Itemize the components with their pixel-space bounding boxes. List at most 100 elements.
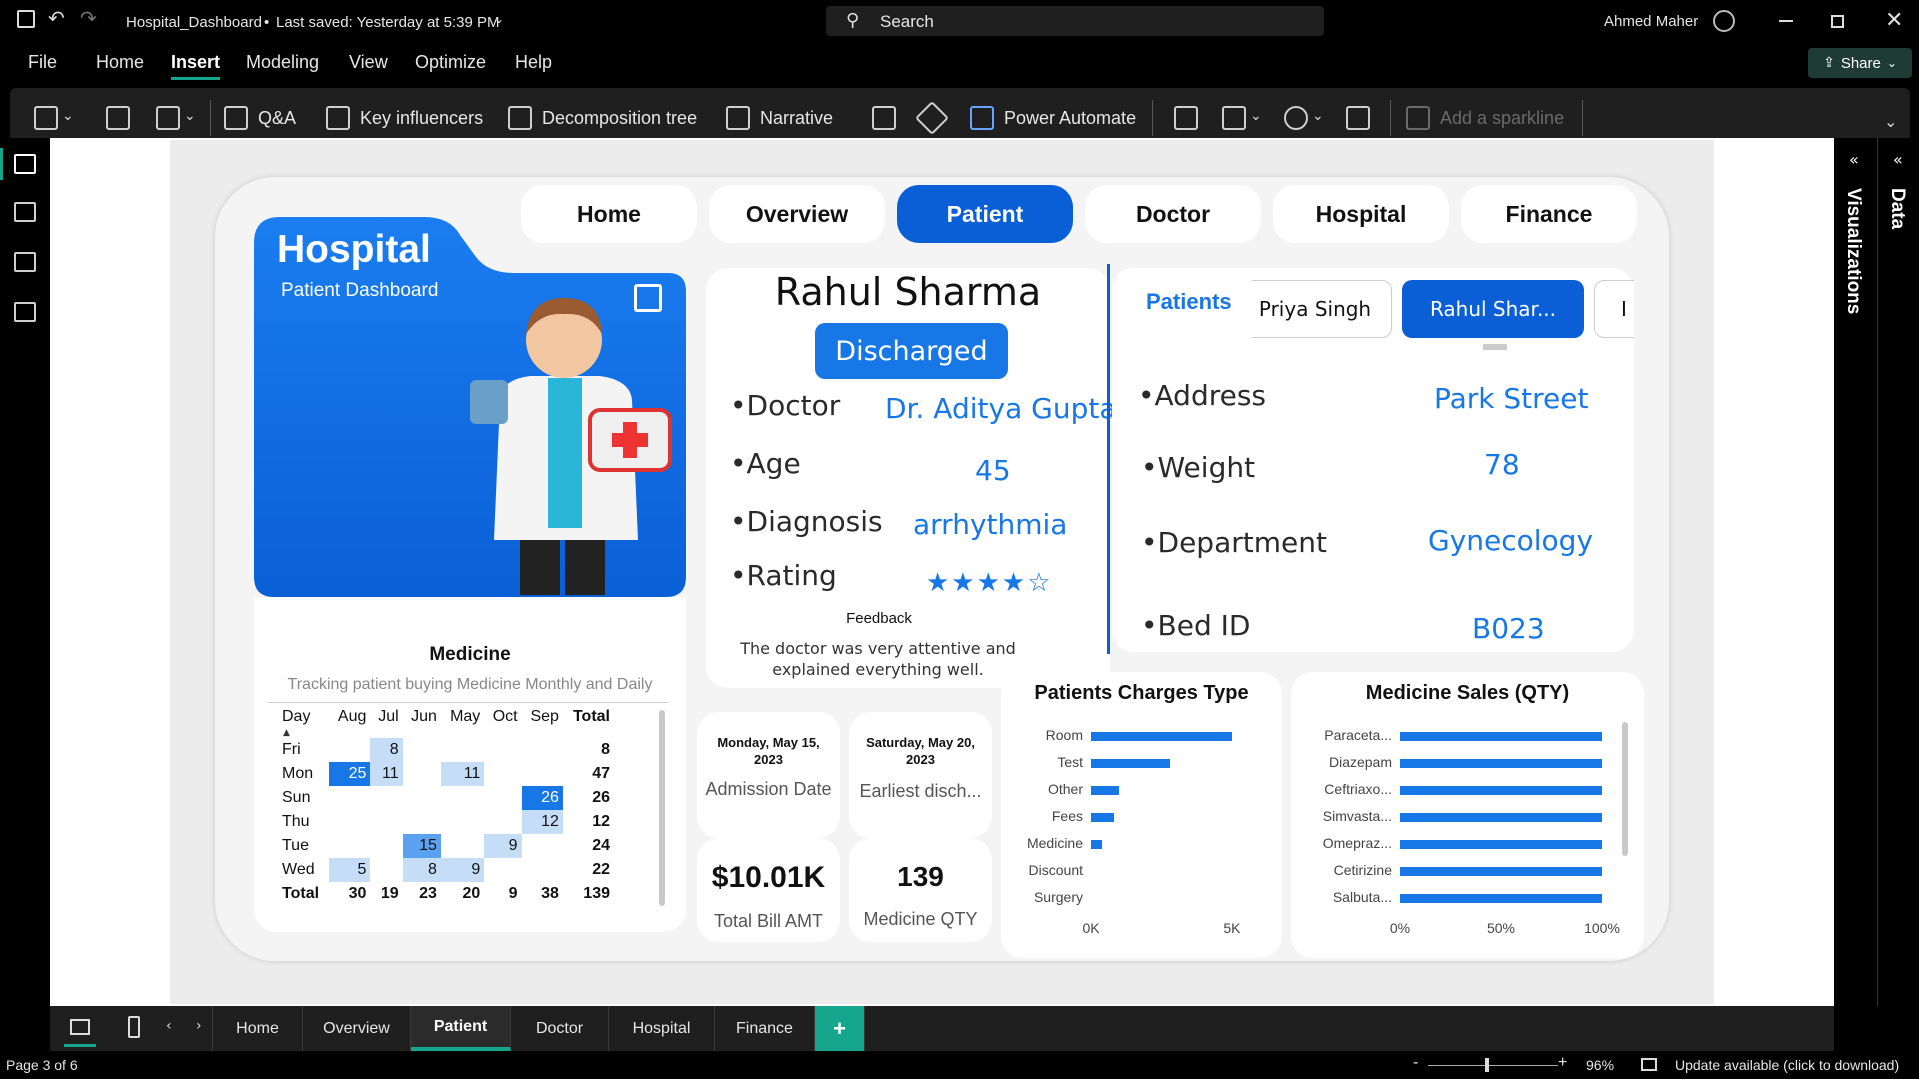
table-row[interactable]: Tue 15 9 24 [278,834,614,858]
tab-patient[interactable]: Patient [411,1006,511,1051]
matrix-scrollbar[interactable] [659,710,665,906]
text-box-icon[interactable] [1174,106,1198,130]
dax-query-icon[interactable] [14,302,36,322]
mobile-layout-icon[interactable] [128,1016,140,1038]
bar[interactable] [1091,759,1170,768]
saved-status[interactable]: Last saved: Yesterday at 5:39 PM [276,14,500,31]
menu-file[interactable]: File [28,52,58,72]
chevron-down-icon[interactable]: ⌄ [494,12,505,26]
tab-doctor[interactable]: Doctor [511,1006,609,1051]
nav-hospital-button[interactable]: Hospital [1273,185,1449,243]
edit-icon[interactable] [634,284,662,312]
medicine-matrix[interactable]: Day Aug Jul Jun May Oct Sep Total Fri 8 8 Mon 25 11 1… [278,708,614,906]
share-button[interactable]: ⇪ Share ⌄ [1808,48,1912,78]
slicer-item-next[interactable]: I [1594,280,1634,338]
decomposition-tree-button[interactable]: Decomposition tree [508,106,697,130]
table-row[interactable]: Thu 12 12 [278,810,614,834]
image-icon[interactable] [1346,106,1370,130]
add-sparkline-button[interactable]: Add a sparkline [1406,106,1564,130]
collapse-visualizations-icon[interactable]: « [1849,150,1859,169]
matrix-header-sep[interactable]: Sep [530,708,559,725]
zoom-out-icon[interactable]: - [1413,1054,1419,1071]
nav-finance-button[interactable]: Finance [1461,185,1637,243]
chevron-down-icon[interactable]: ⌄ [1312,108,1324,124]
prev-page-icon[interactable]: ‹ [166,1018,172,1034]
slicer-item-current[interactable]: Rahul Shar... [1402,280,1584,338]
matrix-header-day[interactable]: Day [282,708,311,725]
chart-scrollbar[interactable] [1622,722,1628,856]
bar[interactable] [1400,867,1602,876]
matrix-header-jun[interactable]: Jun [411,708,437,725]
matrix-header-oct[interactable]: Oct [492,708,518,725]
minimize-icon[interactable] [1779,20,1793,22]
visualizations-pane-tab[interactable]: Visualizations [1843,188,1864,315]
tab-finance[interactable]: Finance [715,1006,815,1051]
table-row[interactable]: Wed 5 8 9 22 [278,858,614,882]
table-row[interactable]: Fri 8 8 [278,738,614,762]
tab-home[interactable]: Home [212,1006,303,1051]
slicer-item-prev[interactable]: Priya Singh [1252,280,1392,338]
table-row[interactable]: Sun 26 26 [278,786,614,810]
charges-chart-card[interactable] [1001,672,1282,958]
nav-doctor-button[interactable]: Doctor [1085,185,1261,243]
zoom-slider[interactable] [1428,1065,1558,1066]
menu-modeling[interactable]: Modeling [246,52,320,72]
key-influencers-button[interactable]: Key influencers [326,106,483,130]
bar[interactable] [1400,732,1602,741]
fit-to-page-icon[interactable] [1641,1058,1657,1071]
chevron-down-icon[interactable]: ⌄ [62,108,74,124]
matrix-header-jul[interactable]: Jul [378,708,399,725]
update-available[interactable]: Update available (click to download) [1675,1057,1900,1073]
next-page-icon[interactable]: › [196,1018,202,1034]
bar[interactable] [1400,894,1602,903]
user-name[interactable]: Ahmed Maher [1604,13,1699,30]
menu-home[interactable]: Home [96,52,145,72]
matrix-header-may[interactable]: May [450,708,481,725]
search-box[interactable]: ⚲ Search [826,6,1324,36]
avatar[interactable] [1713,10,1735,32]
power-automate-button[interactable]: Power Automate [970,106,1136,130]
bar[interactable] [1400,759,1602,768]
zoom-slider-handle[interactable] [1485,1058,1489,1072]
desktop-layout-icon[interactable] [70,1019,90,1035]
nav-overview-button[interactable]: Overview [709,185,885,243]
table-row[interactable]: Total 30 19 23 20 9 38 139 [278,882,614,906]
menu-optimize[interactable]: Optimize [415,52,487,72]
menu-help[interactable]: Help [515,52,553,72]
matrix-header-aug[interactable]: Aug [337,708,367,725]
matrix-header-total[interactable]: Total [572,708,610,725]
bar[interactable] [1400,813,1602,822]
new-visual-icon[interactable] [34,106,58,130]
zoom-in-icon[interactable]: + [1558,1054,1568,1071]
table-view-icon[interactable] [14,202,36,222]
bar[interactable] [1400,840,1602,849]
more-visuals-icon[interactable] [156,106,180,130]
close-icon[interactable]: ✕ [1885,8,1904,33]
narrative-button[interactable]: Narrative [726,106,833,130]
chevron-down-icon[interactable]: ⌄ [184,108,196,124]
document-name[interactable]: Hospital_Dashboard [126,14,262,31]
text-box-icon[interactable] [106,106,130,130]
zoom-level[interactable]: 96% [1586,1057,1615,1073]
sort-ascending-icon[interactable]: ▲ [283,728,290,738]
report-view-icon[interactable] [14,154,36,174]
model-view-icon[interactable] [14,252,36,272]
save-icon[interactable] [17,10,35,28]
shapes-icon[interactable] [1284,106,1308,130]
nav-patient-button[interactable]: Patient [897,185,1073,243]
data-pane-tab[interactable]: Data [1887,188,1908,230]
qa-button[interactable]: Q&A [224,106,296,130]
buttons-icon[interactable] [1222,106,1246,130]
collapse-data-icon[interactable]: « [1893,150,1903,169]
chevron-down-icon[interactable]: ⌄ [1884,112,1898,131]
add-page-button[interactable]: + [815,1006,865,1051]
nav-home-button[interactable]: Home [521,185,697,243]
chevron-down-icon[interactable]: ⌄ [1250,108,1262,124]
bar[interactable] [1091,840,1103,849]
slicer-scroll-indicator[interactable] [1483,344,1507,350]
undo-icon[interactable]: ↶ [48,6,65,30]
menu-insert[interactable]: Insert [171,52,221,80]
tab-hospital[interactable]: Hospital [609,1006,715,1051]
bar[interactable] [1091,813,1114,822]
redo-icon[interactable]: ↷ [80,6,97,30]
